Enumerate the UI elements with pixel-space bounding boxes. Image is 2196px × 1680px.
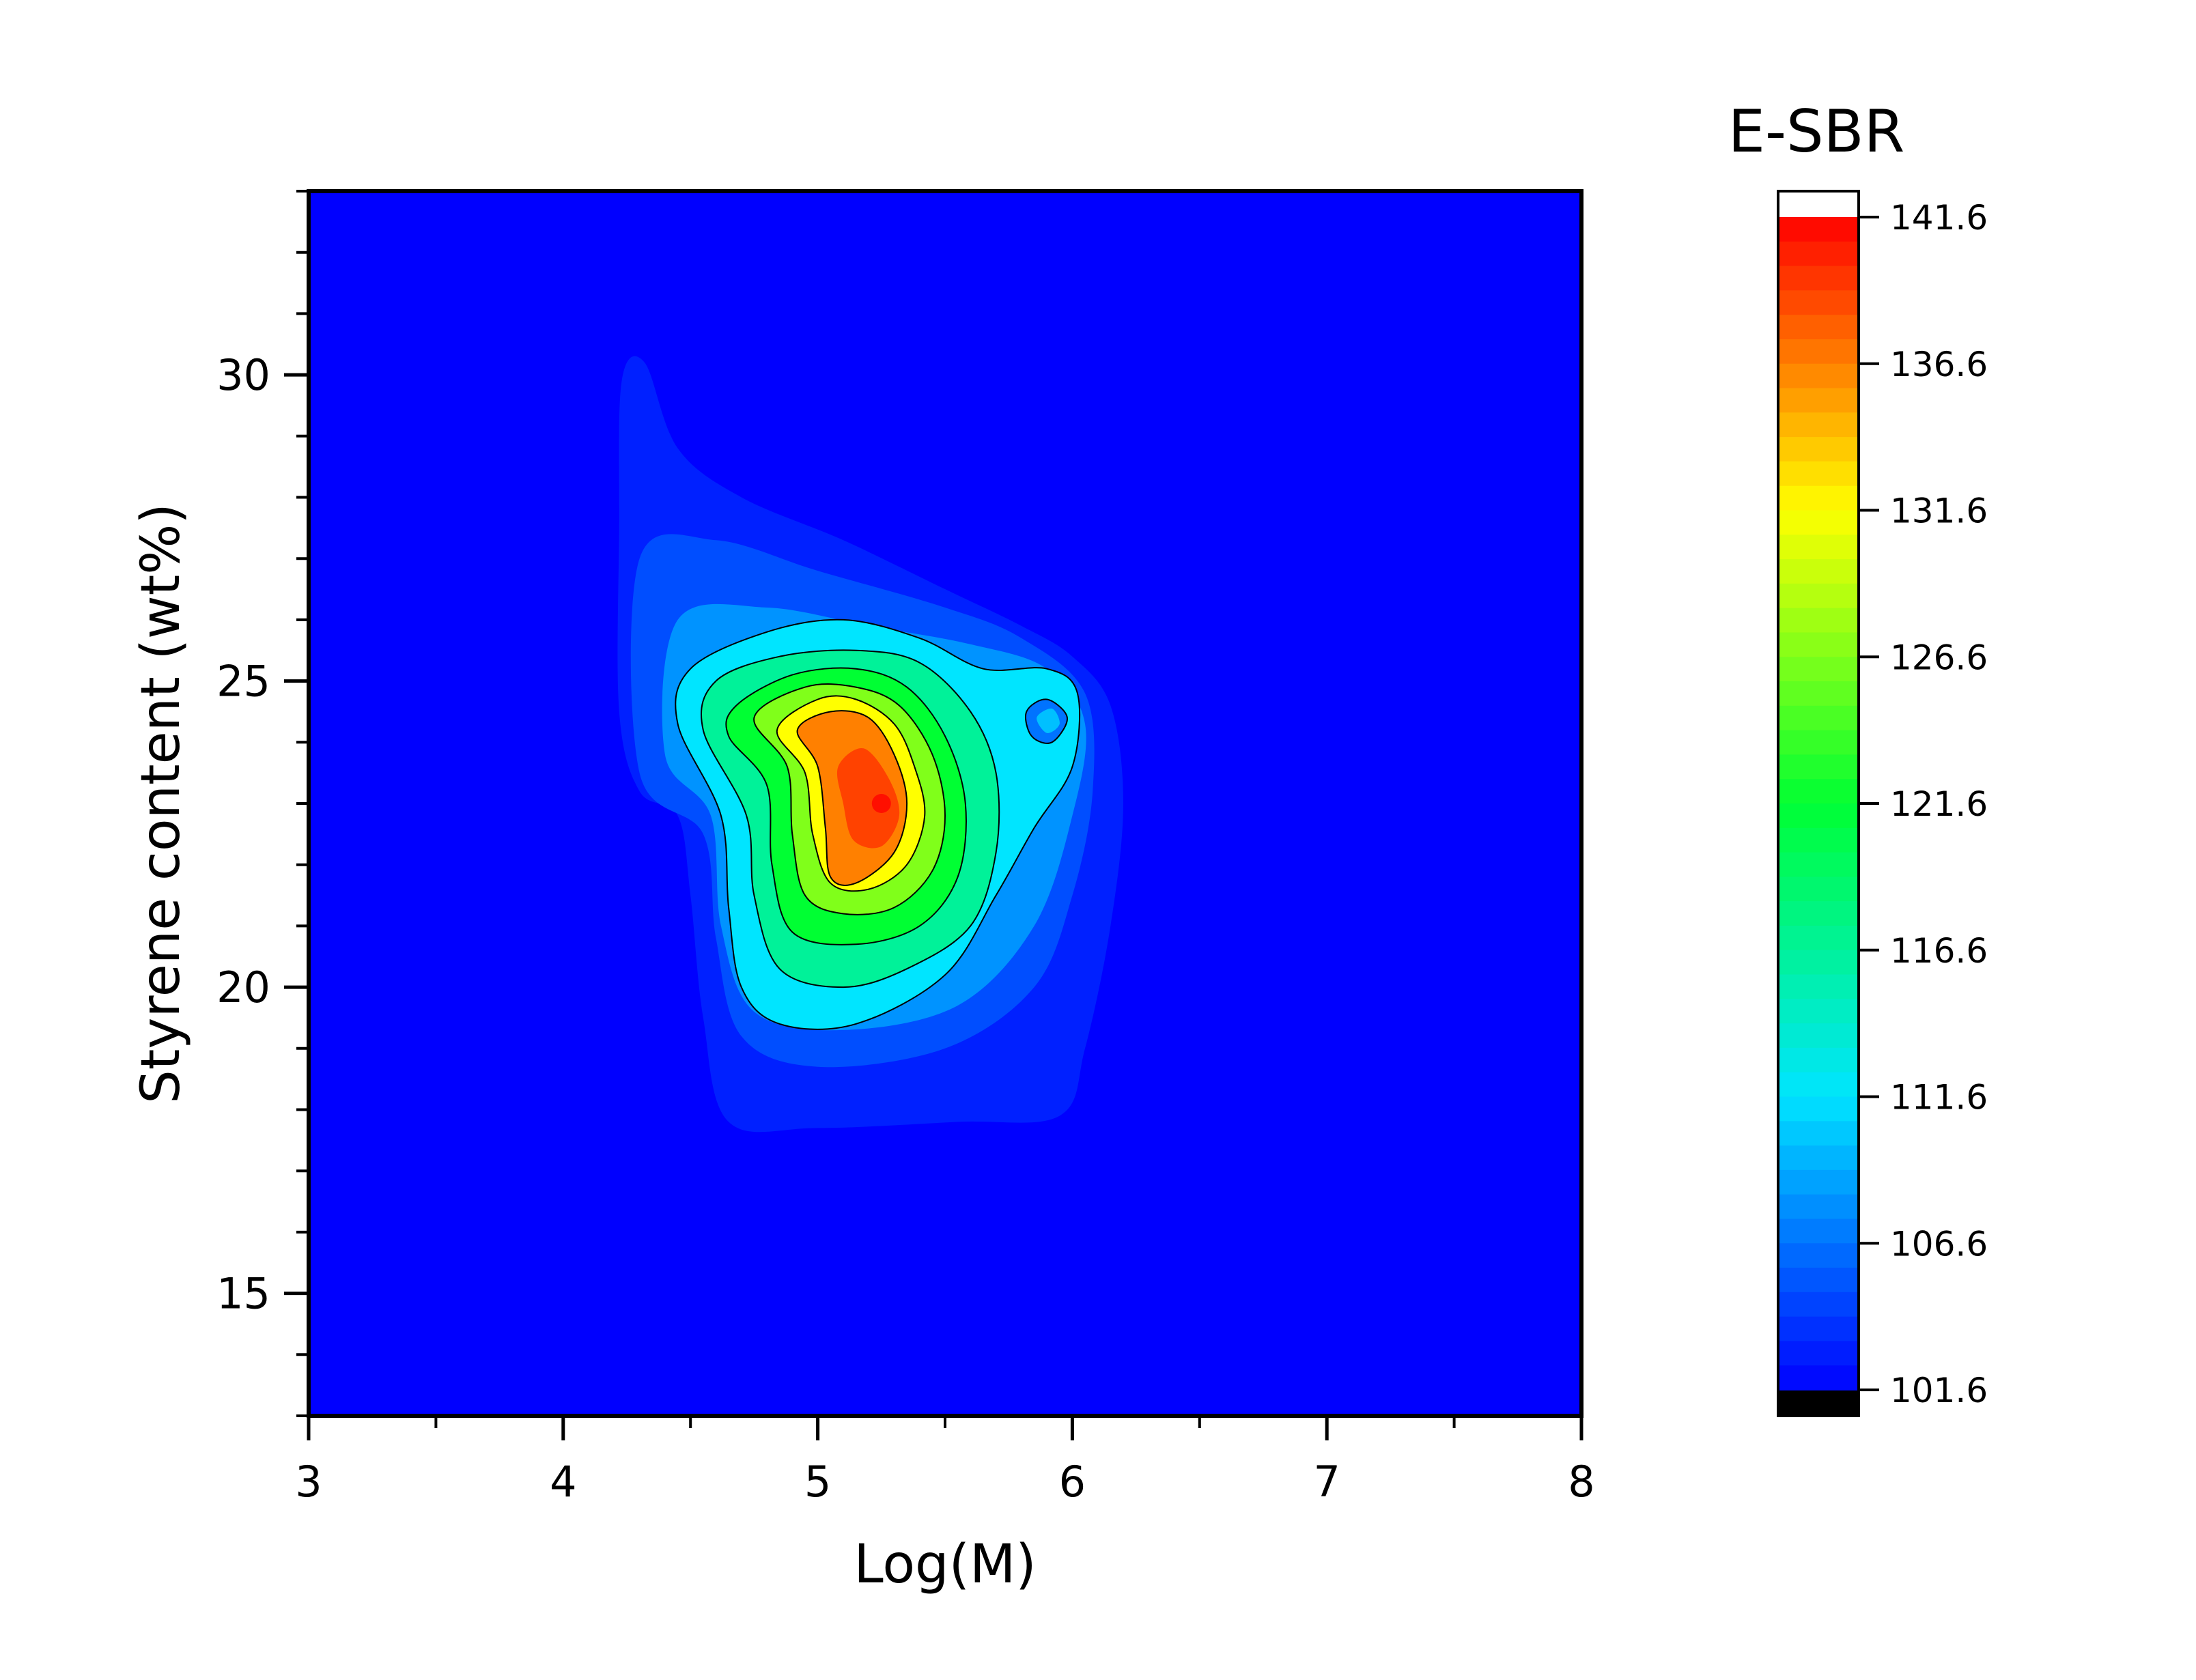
colorbar-band (1778, 461, 1859, 487)
x-axis: 3 4 5 6 7 8 (295, 1416, 1595, 1507)
colorbar-tick-label: 136.6 (1890, 345, 1988, 384)
colorbar-band (1778, 657, 1859, 682)
colorbar-band (1778, 632, 1859, 658)
colorbar-band (1778, 999, 1859, 1024)
peak-core (871, 794, 891, 813)
colorbar-tick-label: 101.6 (1890, 1371, 1988, 1410)
contour-line-4 (776, 695, 926, 892)
colorbar-band (1778, 437, 1859, 462)
colorbar-band (1778, 950, 1859, 976)
y-tick-label: 30 (216, 350, 270, 400)
colorbar-band (1778, 1072, 1859, 1098)
colorbar-band (1778, 827, 1859, 853)
colorbar-band (1778, 608, 1859, 633)
contour-line-6 (1025, 698, 1068, 744)
colorbar-band (1778, 779, 1859, 804)
colorbar-tick-label: 131.6 (1890, 492, 1988, 531)
contour-line-2 (725, 667, 967, 945)
x-tick-label: 8 (1568, 1457, 1594, 1507)
colorbar-band (1778, 1169, 1859, 1195)
colorbar-band (1778, 559, 1859, 584)
colorbar-band (1778, 485, 1859, 511)
colorbar-band (1778, 705, 1859, 731)
colorbar-band (1778, 852, 1859, 878)
colorbar-band (1778, 1341, 1859, 1367)
colorbar-band (1778, 266, 1859, 291)
colorbar-band (1778, 974, 1859, 1000)
colorbar-tick-label: 141.6 (1890, 198, 1988, 238)
colorbar-band (1778, 730, 1859, 756)
colorbar-band (1778, 412, 1859, 438)
x-tick-label: 3 (295, 1457, 322, 1507)
colorbar-band (1778, 1194, 1859, 1220)
colorbar-band (1778, 315, 1859, 340)
contour-line-5 (796, 710, 908, 886)
colorbar-tick-label: 111.6 (1890, 1078, 1988, 1117)
colorbar-band (1778, 803, 1859, 829)
contour-band-11 (1037, 708, 1060, 733)
colorbar-band (1778, 925, 1859, 951)
y-tick-label: 25 (216, 657, 270, 707)
colorbar-band (1778, 1096, 1859, 1122)
colorbar-band (1778, 583, 1859, 609)
x-tick-label: 6 (1059, 1457, 1086, 1507)
colorbar-band (1778, 1268, 1859, 1293)
colorbar-tick-label: 106.6 (1890, 1224, 1988, 1264)
contour-band-9 (836, 748, 900, 849)
colorbar-band (1778, 877, 1859, 902)
colorbar-band (1778, 681, 1859, 707)
colorbar-band (1778, 388, 1859, 414)
colorbar-underflow (1778, 1390, 1859, 1416)
contour-line-0 (675, 618, 1081, 1030)
x-tick-label: 7 (1313, 1457, 1340, 1507)
colorbar-band (1778, 1365, 1859, 1391)
y-tick-label: 20 (216, 963, 270, 1012)
colorbar: 101.6 106.6 111.6 116.6 121.6 126.6 131.6 136.6… (1777, 190, 1988, 1417)
colorbar-band (1778, 241, 1859, 267)
x-axis-label: Log(M) (854, 1534, 1036, 1595)
colorbar-band (1778, 510, 1859, 536)
colorbar-band (1778, 1219, 1859, 1244)
colorbar-tick-label: 116.6 (1890, 931, 1988, 971)
y-tick-label: 15 (216, 1269, 270, 1319)
contour-lines (675, 618, 1081, 1030)
colorbar-band (1778, 1121, 1859, 1146)
y-axis: 15 20 25 30 (216, 190, 309, 1417)
colorbar-band (1778, 1047, 1859, 1073)
colorbar-title: E-SBR (1728, 98, 1905, 166)
colorbar-band (1778, 535, 1859, 560)
x-tick-label: 5 (804, 1457, 831, 1507)
colorbar-overflow (1778, 191, 1859, 217)
colorbar-band (1778, 339, 1859, 365)
colorbar-band (1778, 1145, 1859, 1171)
colorbar-band (1778, 217, 1859, 242)
contour-line-1 (701, 649, 1000, 988)
colorbar-band (1778, 1292, 1859, 1318)
colorbar-band (1778, 1023, 1859, 1049)
colorbar-band (1778, 1243, 1859, 1268)
x-tick-label: 4 (550, 1457, 576, 1507)
colorbar-band (1778, 1316, 1859, 1342)
colorbar-band (1778, 901, 1859, 926)
colorbar-band (1778, 754, 1859, 780)
colorbar-band (1778, 363, 1859, 389)
colorbar-tick-label: 121.6 (1890, 784, 1988, 824)
colorbar-tick-label: 126.6 (1890, 638, 1988, 677)
colorbar-band (1778, 290, 1859, 315)
contour-line-3 (753, 683, 946, 915)
y-axis-label: Styrene content (wt%) (130, 503, 192, 1104)
